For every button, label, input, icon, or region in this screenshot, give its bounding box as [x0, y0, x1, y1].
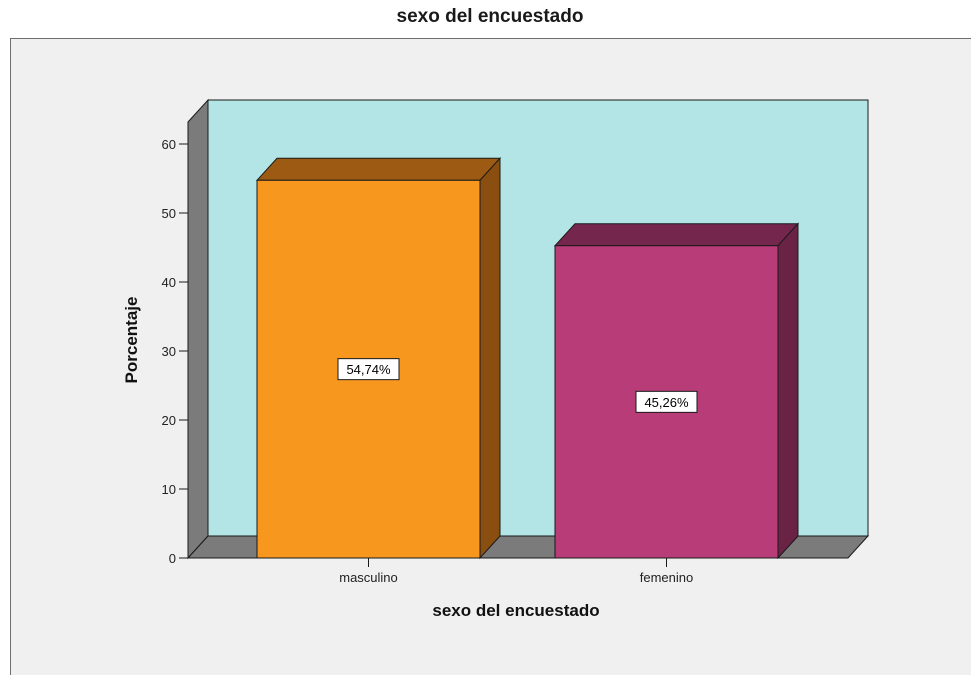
- y-tick-label: 50: [162, 206, 176, 221]
- y-axis: 0 10 20 30 40 50 60: [162, 122, 189, 566]
- data-label: 45,26%: [644, 395, 689, 410]
- bar-top: [255, 157, 502, 181]
- y-tick-label: 30: [162, 344, 176, 359]
- bar-femenino: 45,26%: [553, 222, 800, 560]
- y-axis-title: Porcentaje: [122, 297, 141, 384]
- bar-top: [553, 223, 800, 247]
- data-label-box: [337, 358, 400, 381]
- category-labels: masculino femenino: [339, 558, 693, 585]
- data-label-box: [635, 390, 698, 413]
- y-tick-label: 0: [169, 551, 176, 566]
- bar-side: [777, 222, 799, 560]
- y-tick-label: 20: [162, 413, 176, 428]
- bars: 54,74% 45,26%: [255, 157, 800, 560]
- chart-title: sexo del encuestado: [396, 6, 584, 27]
- bar-side: [479, 157, 501, 560]
- y-tick-label: 10: [162, 482, 176, 497]
- category-label: masculino: [339, 570, 398, 585]
- y-tick-label: 60: [162, 137, 176, 152]
- bar-masculino: 54,74%: [255, 157, 502, 560]
- side-wall: [187, 98, 209, 560]
- category-label: femenino: [640, 570, 693, 585]
- x-axis-title: sexo del encuestado: [432, 601, 599, 620]
- y-tick-label: 40: [162, 275, 176, 290]
- data-label: 54,74%: [346, 362, 391, 377]
